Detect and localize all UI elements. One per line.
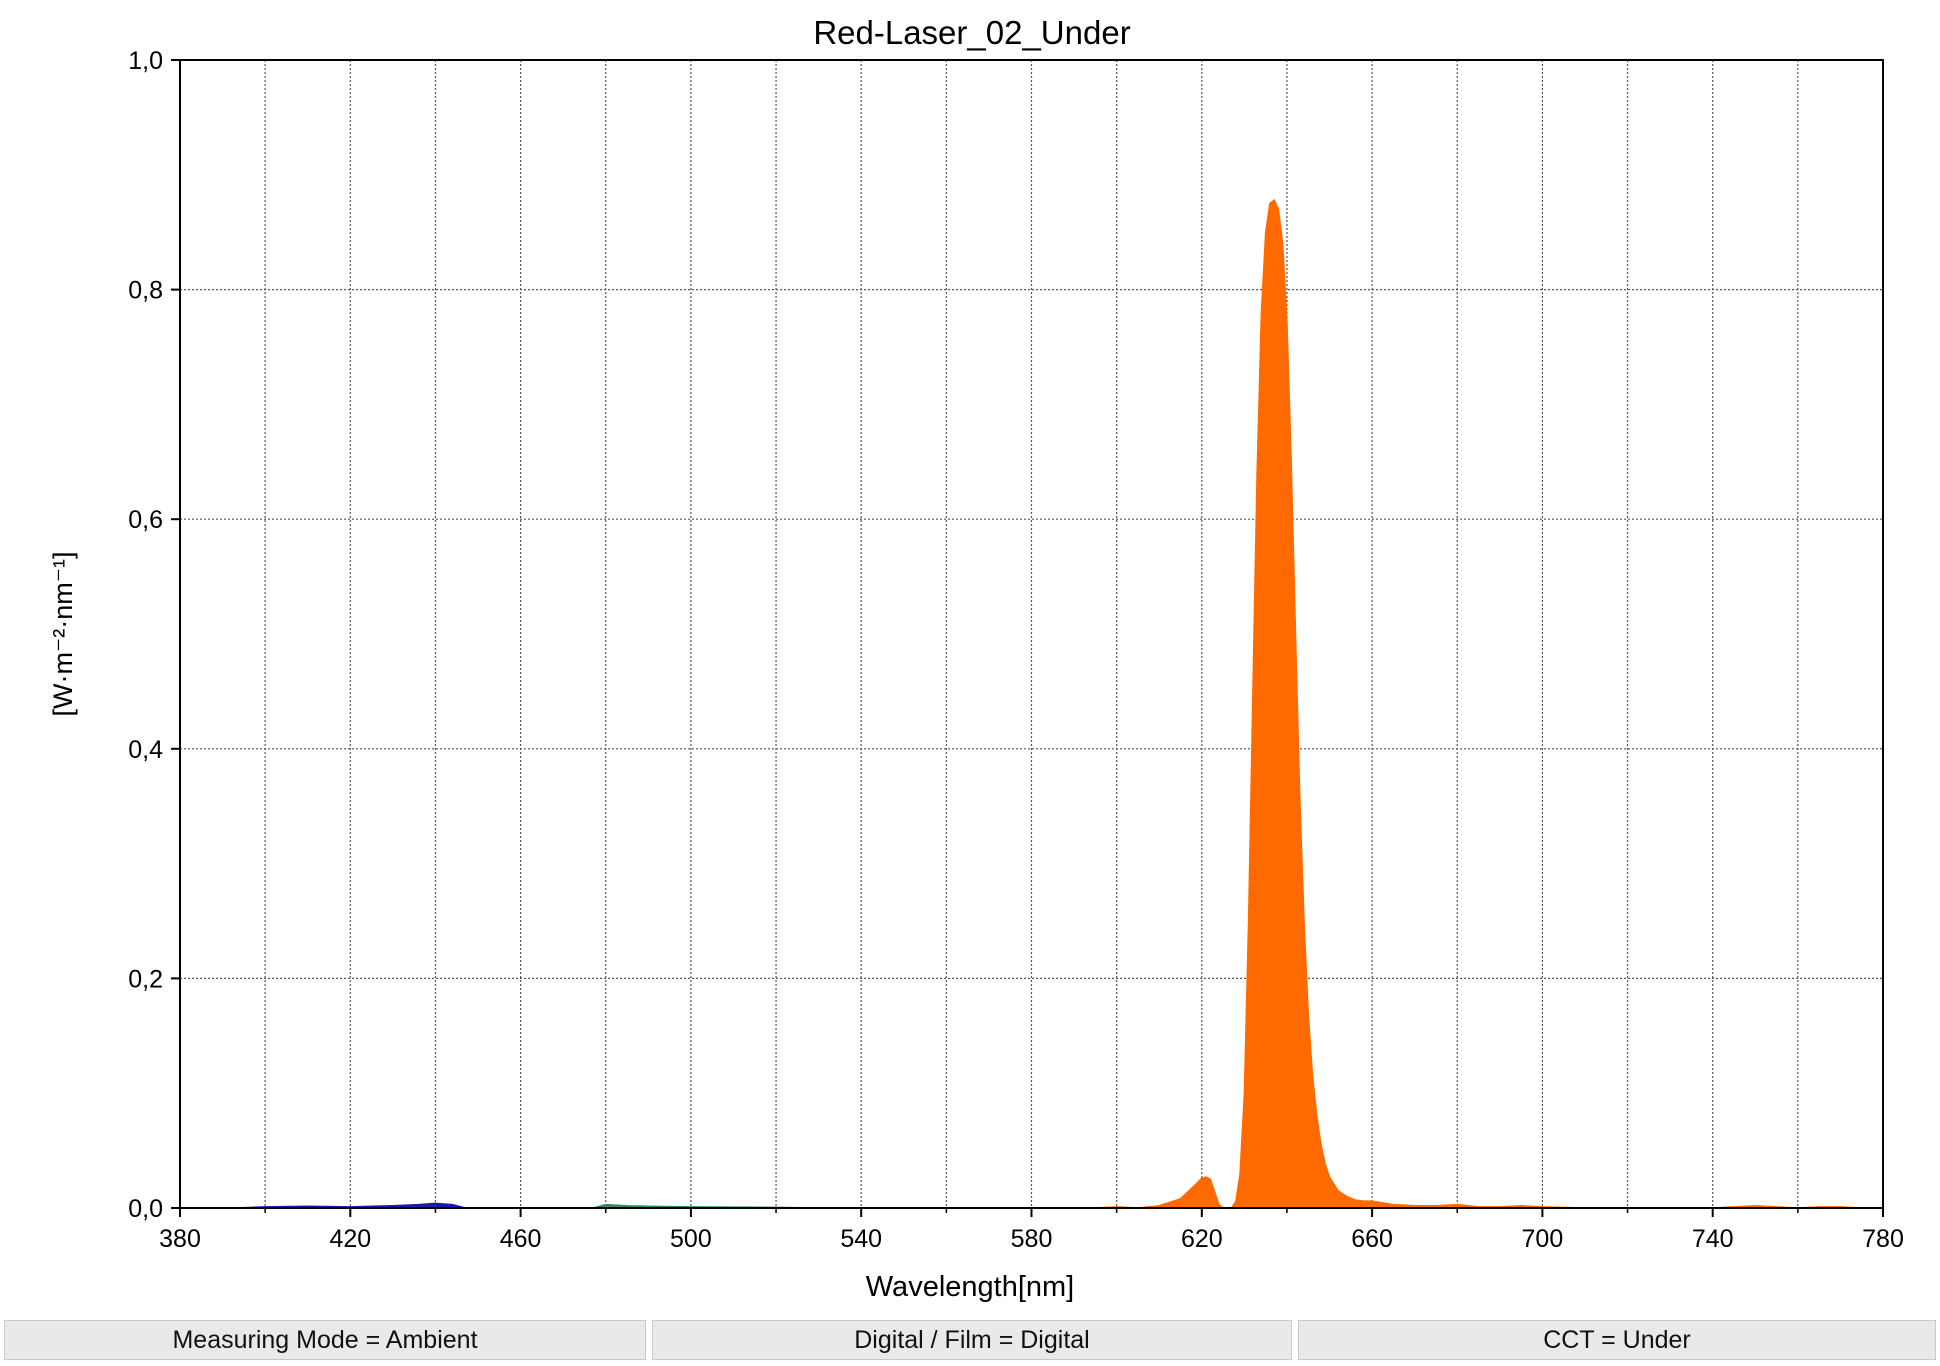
- x-tick-label: 540: [840, 1225, 882, 1253]
- x-tick-label: 500: [670, 1225, 712, 1253]
- x-axis-label: Wavelength[nm]: [866, 1271, 1074, 1303]
- y-tick-label: 0,4: [128, 736, 163, 764]
- tick-layer: 380 420 460 500 540 580 620 660 700 740 780 0,0 0,2 0…: [128, 47, 1904, 1253]
- spectrum-chart: Red-Laser_02_Under 380 420 460 500 540 580 620…: [48, 14, 1904, 1303]
- x-tick-label: 660: [1351, 1225, 1393, 1253]
- grid: [180, 60, 1883, 1208]
- x-tick-label: 780: [1862, 1225, 1904, 1253]
- status-cct[interactable]: CCT = Under: [1298, 1320, 1936, 1360]
- spectrum-series-2: [1095, 198, 1862, 1209]
- y-tick-label: 1,0: [128, 47, 163, 75]
- x-tick-label: 700: [1522, 1225, 1564, 1253]
- x-tick-label: 460: [500, 1225, 542, 1253]
- y-tick-label: 0,0: [128, 1195, 163, 1223]
- status-cct-label: CCT = Under: [1543, 1325, 1691, 1354]
- x-tick-label: 740: [1692, 1225, 1734, 1253]
- x-tick-label: 620: [1181, 1225, 1223, 1253]
- chart-title: Red-Laser_02_Under: [813, 14, 1130, 51]
- y-tick-label: 0,6: [128, 506, 163, 534]
- status-digital-film-label: Digital / Film = Digital: [854, 1325, 1090, 1354]
- y-axis-label: [W·m⁻²·nm⁻¹]: [48, 552, 78, 717]
- status-measuring-mode[interactable]: Measuring Mode = Ambient: [4, 1320, 646, 1360]
- x-tick-label: 420: [329, 1225, 371, 1253]
- status-bar: Measuring Mode = Ambient Digital / Film …: [0, 1320, 1940, 1362]
- x-tick-label: 580: [1011, 1225, 1053, 1253]
- y-tick-label: 0,8: [128, 277, 163, 305]
- x-tick-label: 380: [159, 1225, 201, 1253]
- status-digital-film[interactable]: Digital / Film = Digital: [652, 1320, 1292, 1360]
- series-layer: [235, 198, 1862, 1209]
- y-tick-label: 0,2: [128, 965, 163, 993]
- status-measuring-mode-label: Measuring Mode = Ambient: [172, 1325, 478, 1354]
